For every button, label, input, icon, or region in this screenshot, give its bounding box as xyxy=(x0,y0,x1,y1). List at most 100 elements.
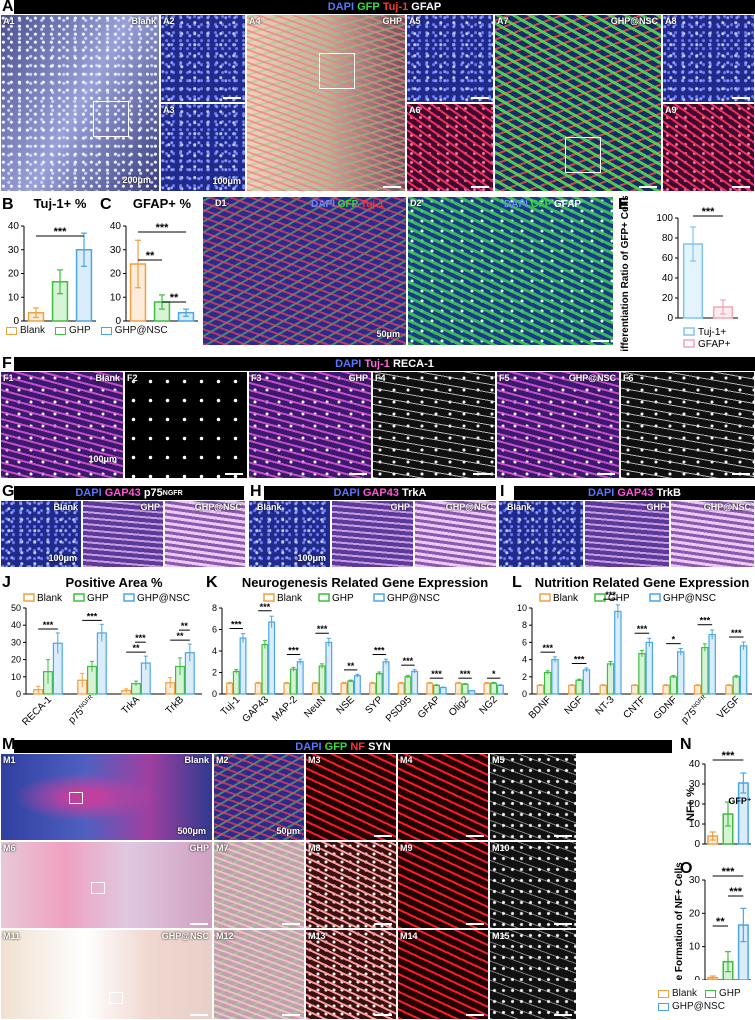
y-tick-label: 0 xyxy=(694,839,700,850)
bar xyxy=(739,645,748,695)
stain-gfap: GFAP xyxy=(411,1,442,13)
chart-o: Synapse Formation of NF+ Cells (%) 0 10 20 3… xyxy=(674,860,751,980)
image-m5: M5 xyxy=(489,753,577,841)
sig-label: *** xyxy=(460,669,471,679)
bar xyxy=(568,684,576,695)
legend-no: Blank GHP GHP@NSC xyxy=(658,988,755,1012)
stain-gfp: GFP xyxy=(357,1,380,13)
bar xyxy=(232,670,240,695)
image-m13: M13 xyxy=(305,929,397,1020)
y-tick-label: 40 xyxy=(662,273,674,284)
panel-b-label: B xyxy=(2,196,14,213)
image-m12: M12 xyxy=(213,929,305,1020)
legend-item-ghp: GHP xyxy=(55,325,91,336)
bar xyxy=(340,682,348,695)
image-d1: D1 DAPI GFP Tuj-1 50μm xyxy=(202,196,407,346)
image-f5: F5 GHP@NSC xyxy=(496,371,620,479)
bar xyxy=(369,682,377,695)
legend-swatch xyxy=(263,593,275,602)
sig-label: *** xyxy=(637,624,648,634)
legend-item-blank: Blank xyxy=(6,325,45,336)
sig-label: ** xyxy=(716,916,725,928)
panel-g-stain-legend: DAPI GAP43 p75 NGFR xyxy=(14,486,244,500)
y-tick-label: 2 xyxy=(212,668,217,678)
image-m7: M7 xyxy=(213,841,305,929)
y-tick-label: 30 xyxy=(689,875,701,886)
image-a5: A5 xyxy=(406,14,494,103)
legend-item-ghpnsc: GHP@NSC xyxy=(658,1001,725,1012)
image-h-blank: Blank 100μm xyxy=(248,500,331,568)
legend-label: Blank xyxy=(277,593,303,604)
bar xyxy=(433,684,440,695)
legend-item-blank: Blank xyxy=(658,988,697,999)
image-m15: M15 xyxy=(489,929,577,1020)
legend-swatch xyxy=(594,593,606,602)
image-g-ghpnsc: GHP@NSC xyxy=(164,500,246,568)
y-axis-label: Differentiation Ratio of GFP+ Cells (%) xyxy=(620,196,631,352)
sig-label: *** xyxy=(43,620,54,630)
legend-swatch xyxy=(73,593,85,602)
image-m3: M3 xyxy=(305,753,397,841)
legend-swatch xyxy=(539,593,551,602)
image-a9: A9 xyxy=(662,103,755,192)
image-m14: M14 xyxy=(397,929,489,1020)
bar xyxy=(662,684,670,695)
sig-label: *** xyxy=(722,866,736,878)
sig-label: *** xyxy=(374,646,385,656)
x-tick-label: VEGF xyxy=(715,694,742,721)
image-d2: D2 DAPI GFP GFAP xyxy=(407,196,614,346)
y-tick-label: 20 xyxy=(8,269,20,280)
legend-swatch xyxy=(23,593,35,602)
bar xyxy=(411,670,419,695)
chart-k: Neurogenesis Related Gene Expression Blan… xyxy=(212,575,508,725)
image-g-ghp: GHP xyxy=(82,500,164,568)
bar xyxy=(638,652,646,695)
bar xyxy=(676,651,685,695)
zoom-box xyxy=(93,101,129,137)
image-a2: A2 xyxy=(160,14,246,103)
zoom-box xyxy=(319,53,355,89)
y-tick-label: 20 xyxy=(689,799,701,810)
x-tick-label: BDNF xyxy=(527,694,554,721)
legend-bc: Blank GHP GHP@NSC xyxy=(6,325,168,336)
legend-swatch xyxy=(649,593,661,602)
panel-f-label: F xyxy=(2,355,12,372)
y-axis-label: NF+ % xyxy=(685,787,697,821)
y-tick-label: 2 xyxy=(522,672,527,682)
panel-f-stain-legend: DAPI Tuj-1 RECA-1 xyxy=(14,357,755,371)
x-tick-label: NeuN xyxy=(302,694,328,720)
panel-i-label: I xyxy=(500,483,505,500)
legend-label: GHP@NSC xyxy=(663,593,716,604)
bar xyxy=(599,684,608,695)
image-m1: M1 Blank 500μm xyxy=(0,753,213,841)
legend-label: GFAP+ xyxy=(698,339,731,350)
y-tick-label: 10 xyxy=(689,942,701,953)
bar xyxy=(382,661,390,695)
y-tick-label: 20 xyxy=(11,655,21,665)
image-a4: A4 GHP xyxy=(246,14,406,192)
legend-swatch xyxy=(683,327,695,336)
y-tick-label: 0 xyxy=(522,689,527,699)
sig-label: *** xyxy=(605,590,616,600)
legend-swatch xyxy=(123,593,135,602)
image-f6: F6 xyxy=(620,371,755,479)
image-f4: F4 xyxy=(372,371,496,479)
image-i-ghpnsc: GHP@NSC xyxy=(670,500,755,568)
x-tick-label: CNTF xyxy=(621,694,648,721)
y-tick-label: 30 xyxy=(11,637,21,647)
panel-k-label: K xyxy=(206,574,218,591)
y-tick-label: 30 xyxy=(689,779,701,790)
bar xyxy=(283,682,291,695)
chart-title: Positive Area % xyxy=(65,575,163,590)
bar xyxy=(606,663,615,695)
legend-label: Blank xyxy=(37,593,63,604)
bar xyxy=(536,684,545,695)
image-m10: M10 xyxy=(489,841,577,929)
y-tick-label: 40 xyxy=(689,759,701,770)
bar xyxy=(575,679,583,695)
sig-label: ** xyxy=(132,643,140,653)
y-tick-label: 0 xyxy=(694,975,700,980)
panel-j-label: J xyxy=(2,574,11,591)
panel-h-stain-legend: DAPI GAP43 TrkA xyxy=(264,486,496,500)
image-m2: M2 50μm xyxy=(213,753,305,841)
